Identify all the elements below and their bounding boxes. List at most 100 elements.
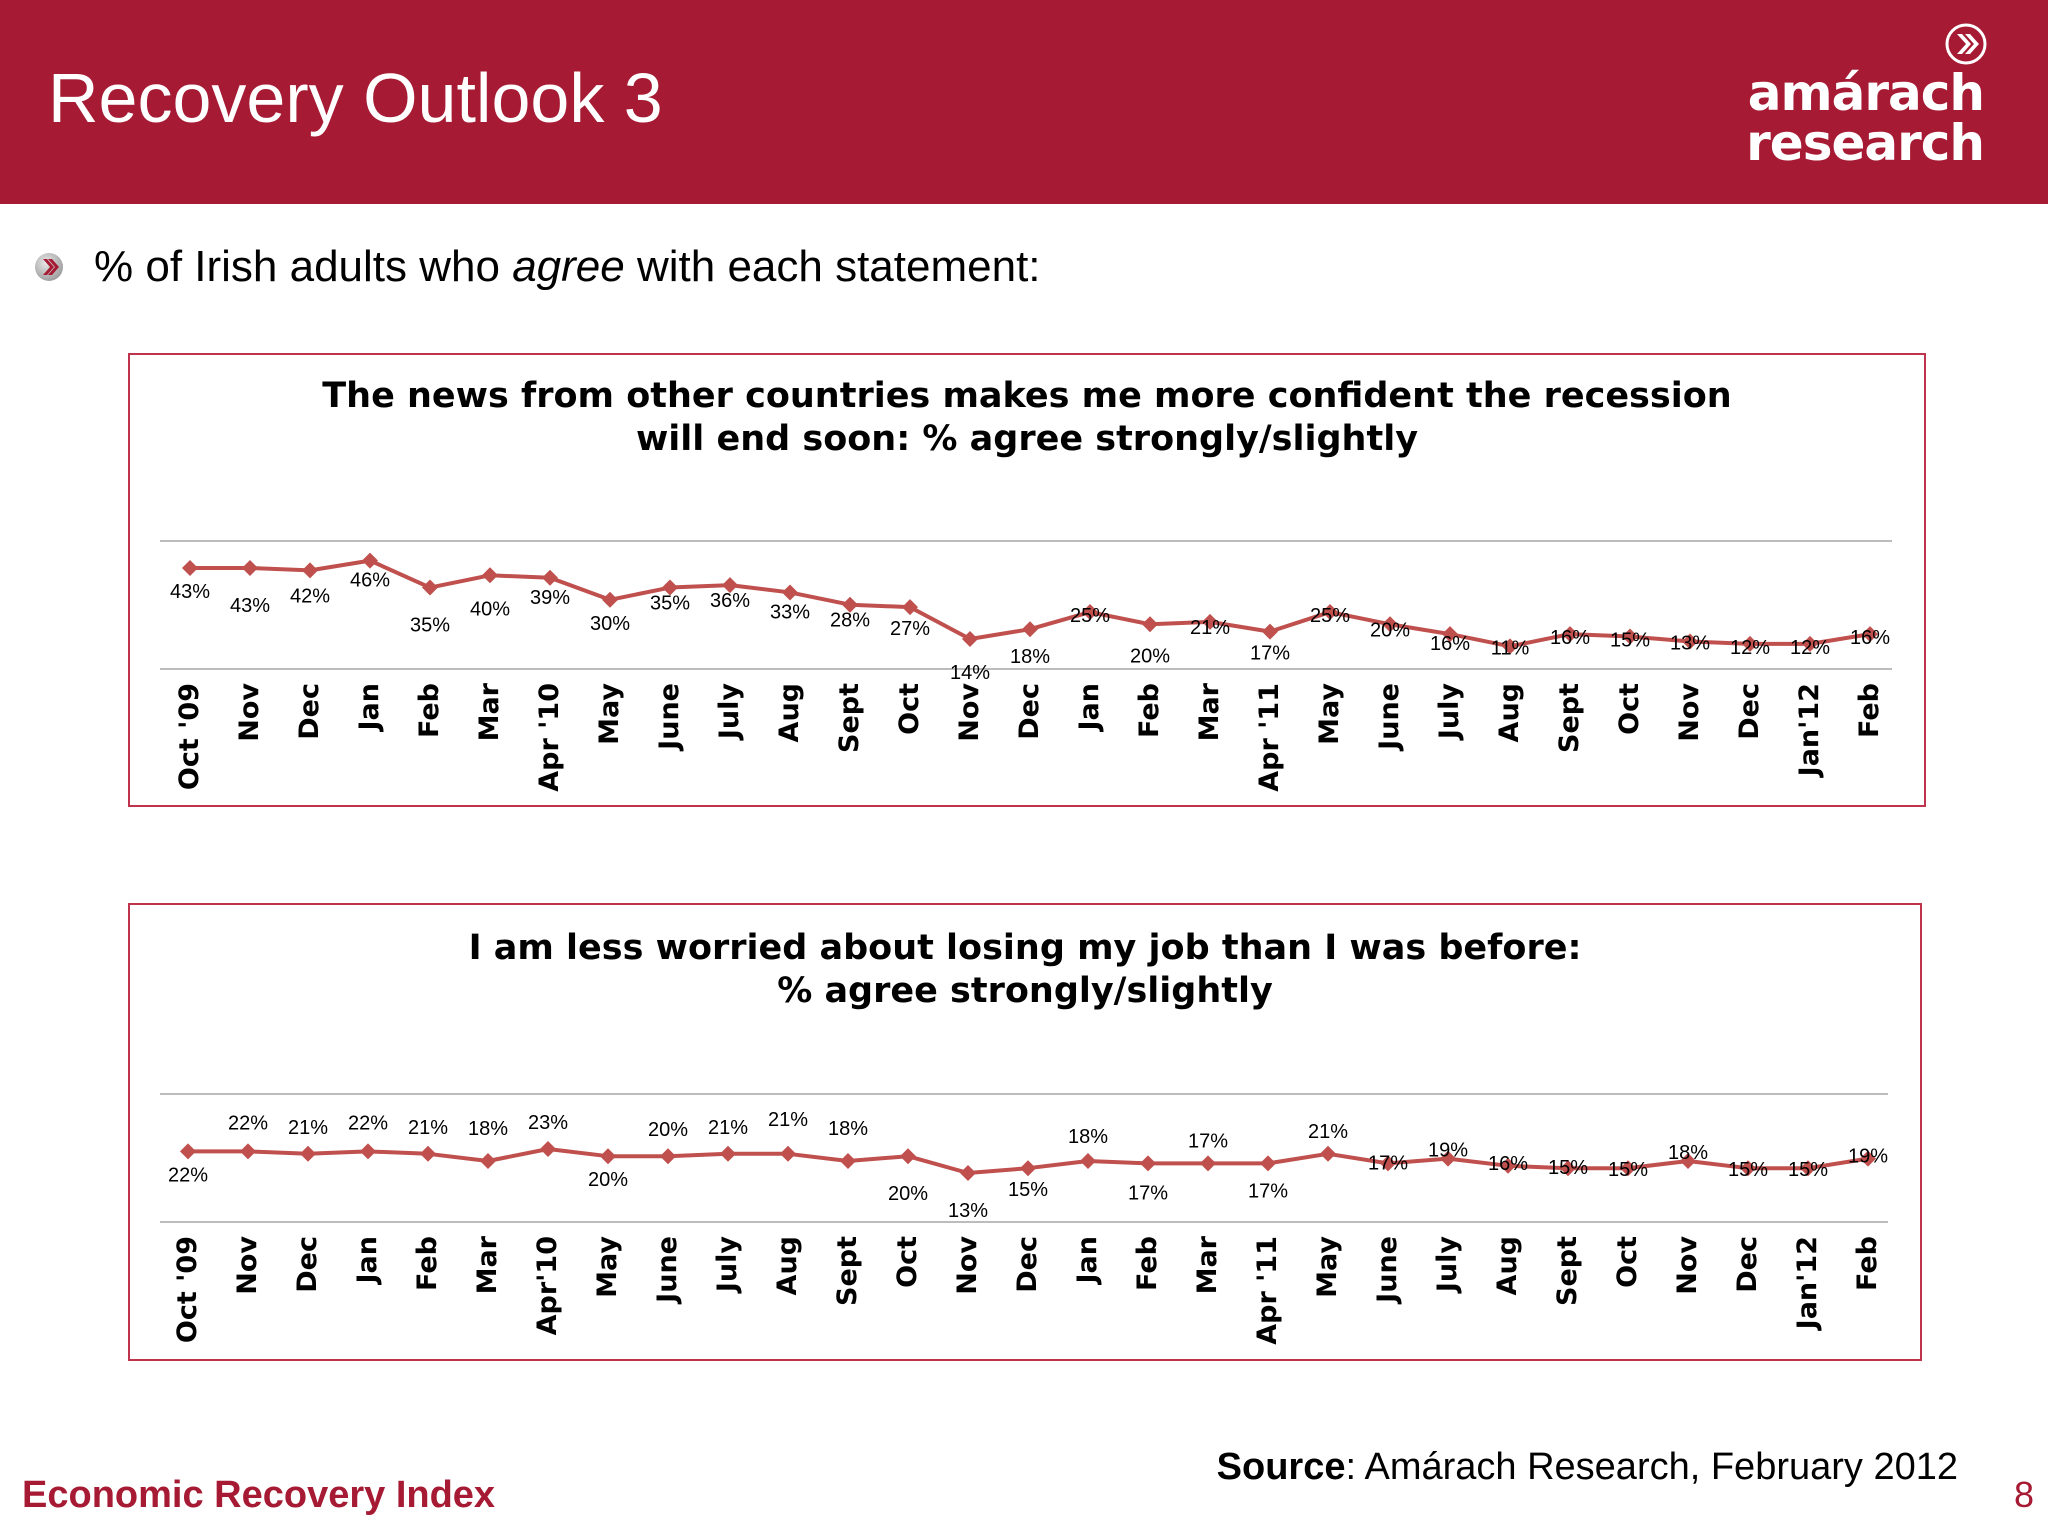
data-point <box>300 1145 316 1162</box>
data-label: 19% <box>1848 1146 1888 1168</box>
data-label: 16% <box>1850 627 1890 649</box>
chart-title-line2: % agree strongly/slightly <box>777 971 1273 1011</box>
data-label: 14% <box>950 662 990 684</box>
data-point <box>1800 1160 1816 1177</box>
data-point <box>180 1143 196 1160</box>
data-label: 35% <box>650 593 690 615</box>
x-tick-label: Dec <box>294 683 325 740</box>
x-tick-label: Nov <box>1672 1236 1703 1295</box>
x-tick-label: Sept <box>1552 1236 1583 1306</box>
data-label: 30% <box>590 613 630 635</box>
footer-index-label: Economic Recovery Index <box>22 1474 496 1516</box>
x-tick-label: Mar <box>472 1235 503 1294</box>
data-label: 40% <box>470 598 510 620</box>
x-tick-label: Dec <box>292 1236 323 1293</box>
x-tick-label: Sept <box>834 683 865 753</box>
chart-title: The news from other countries makes me m… <box>130 375 1924 461</box>
x-tick-label: Mar <box>474 682 505 741</box>
data-point <box>1382 616 1398 633</box>
data-point <box>1140 1155 1156 1172</box>
x-tick-label: Oct <box>1614 683 1645 735</box>
x-tick-label: Oct <box>892 1236 923 1288</box>
data-point <box>302 562 318 579</box>
data-point <box>1082 604 1098 621</box>
x-tick-label: Jan'12 <box>1792 1236 1823 1331</box>
data-point <box>540 1141 556 1157</box>
chart-title-line1: I am less worried about losing my job th… <box>468 928 1582 968</box>
data-label: 20% <box>648 1119 688 1141</box>
data-label: 39% <box>530 587 570 609</box>
data-label: 21% <box>1190 617 1230 639</box>
chart-job-worry: I am less worried about losing my job th… <box>128 903 1922 1361</box>
logo-word-research: research <box>1746 114 1985 172</box>
data-label: 16% <box>1430 633 1470 655</box>
x-tick-label: Apr'10 <box>532 1236 563 1335</box>
data-label: 12% <box>1730 637 1770 659</box>
x-tick-label: July <box>712 1236 743 1295</box>
x-tick-label: Apr '10 <box>534 683 565 792</box>
data-label: 35% <box>410 615 450 637</box>
data-point <box>1620 1160 1636 1177</box>
x-tick-label: May <box>1312 1236 1343 1298</box>
data-label: 27% <box>890 618 930 640</box>
x-tick-label: Dec <box>1732 1236 1763 1293</box>
data-point <box>1740 1160 1756 1177</box>
data-point <box>1742 635 1758 652</box>
chevron-circle-icon <box>1945 23 1987 65</box>
data-label: 18% <box>1068 1126 1108 1148</box>
x-tick-label: Nov <box>234 683 265 742</box>
data-point <box>722 577 738 594</box>
data-point <box>600 1148 616 1165</box>
intro-text: % of Irish adults who agree with each st… <box>94 242 1041 292</box>
header-bar: Recovery Outlook 3 amárach research <box>0 0 2048 204</box>
data-point <box>482 567 498 584</box>
data-label: 36% <box>710 590 750 612</box>
data-point <box>182 559 198 576</box>
source-label: Source <box>1216 1446 1346 1488</box>
x-tick-label: July <box>1434 683 1465 742</box>
x-tick-label: Aug <box>1494 683 1525 742</box>
data-label: 15% <box>1728 1159 1768 1181</box>
x-tick-label: Oct '09 <box>172 1236 203 1343</box>
data-label: 15% <box>1610 630 1650 652</box>
data-point <box>1862 626 1878 643</box>
data-label: 20% <box>1130 645 1170 667</box>
x-tick-label: May <box>1314 683 1345 745</box>
data-label: 22% <box>348 1112 388 1134</box>
x-tick-label: Mar <box>1194 682 1225 741</box>
data-point <box>602 591 618 608</box>
data-point <box>840 1153 856 1169</box>
x-tick-label: Oct <box>894 683 925 735</box>
data-label: 23% <box>528 1112 568 1134</box>
logo-word-amarach: amárach <box>1747 64 1985 122</box>
data-label: 17% <box>1188 1130 1228 1152</box>
data-point <box>662 579 678 596</box>
x-tick-label: Aug <box>774 683 805 742</box>
x-tick-label: July <box>1432 1236 1463 1295</box>
x-tick-label: Oct '09 <box>174 683 205 790</box>
brand-logo: amárach research <box>1728 22 1988 182</box>
data-point <box>962 631 978 647</box>
data-point <box>1680 1153 1696 1169</box>
x-tick-label: Jan'12 <box>1794 683 1825 778</box>
data-label: 21% <box>408 1117 448 1139</box>
intro-emphasis: agree <box>512 242 625 291</box>
x-tick-label: May <box>594 683 625 745</box>
data-label: 18% <box>468 1118 508 1140</box>
data-point <box>420 1145 436 1162</box>
page-number: 8 <box>2013 1474 2034 1515</box>
intro-prefix: % of Irish adults who <box>94 242 513 291</box>
x-tick-label: June <box>1374 683 1405 752</box>
data-point <box>1802 635 1818 652</box>
data-point <box>480 1153 496 1169</box>
data-point <box>1022 621 1038 638</box>
x-tick-label: May <box>592 1236 623 1298</box>
data-point <box>900 1148 916 1165</box>
data-point <box>1380 1155 1396 1172</box>
data-point <box>360 1143 376 1160</box>
data-point <box>1260 1155 1276 1172</box>
data-label: 22% <box>168 1164 208 1186</box>
x-tick-label: Jan <box>1072 1236 1103 1286</box>
x-tick-label: Dec <box>1734 683 1765 740</box>
x-tick-label: June <box>654 683 685 752</box>
